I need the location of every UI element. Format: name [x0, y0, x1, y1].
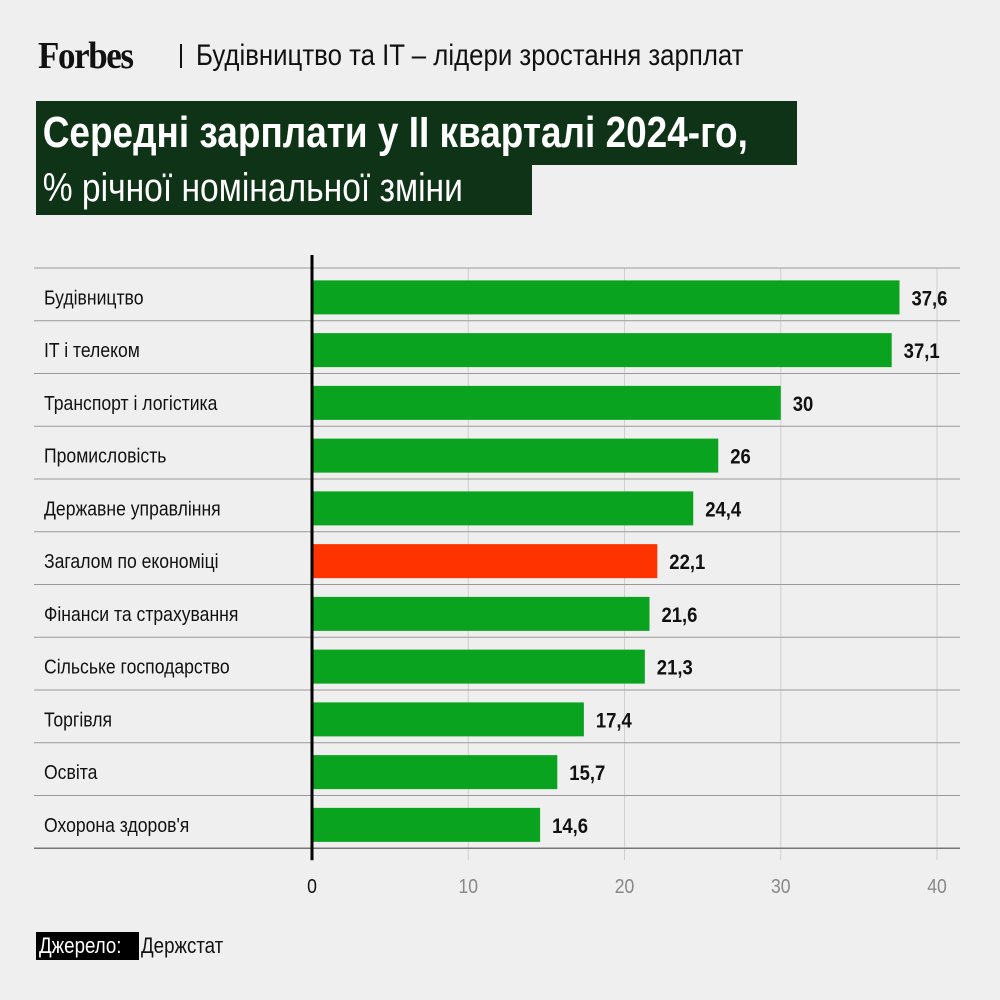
category-label: Будівництво [44, 286, 143, 308]
chart-title-line2: % річної номінальної зміни [36, 165, 532, 215]
x-tick-label: 0 [307, 875, 317, 897]
category-label: Фінанси та страхування [44, 603, 238, 625]
bar [312, 333, 892, 368]
bar [312, 491, 694, 526]
data-label: 30 [793, 393, 814, 416]
data-label: 22,1 [669, 551, 705, 574]
bar [312, 385, 781, 420]
x-tick-label: 10 [458, 875, 478, 897]
forbes-logo: Forbes [38, 35, 134, 77]
x-tick-label: 40 [927, 875, 947, 897]
bar [312, 280, 900, 315]
data-label: 37,6 [912, 287, 948, 310]
bar [312, 596, 650, 631]
chart-subtitle-text: % річної номінальної зміни [42, 166, 463, 210]
x-tick-label: 20 [615, 875, 635, 897]
category-label: Охорона здоров'я [44, 814, 189, 836]
data-label: 17,4 [596, 709, 632, 732]
category-label: Сільське господарство [44, 656, 230, 678]
bar [312, 755, 558, 790]
bar [312, 807, 541, 842]
data-label: 15,7 [569, 762, 605, 785]
header-subtitle: Будівництво та IT – лідери зростання зар… [196, 39, 744, 72]
data-label: 26 [730, 446, 751, 469]
data-label: 21,3 [657, 657, 693, 680]
category-label: Державне управління [44, 497, 221, 519]
x-tick-label: 30 [771, 875, 791, 897]
category-label: IT і телеком [44, 339, 140, 361]
data-label: 24,4 [705, 498, 741, 521]
data-label: 37,1 [904, 340, 940, 363]
category-label: Освіта [44, 761, 98, 783]
category-label: Промисловість [44, 445, 167, 467]
data-label: 21,6 [662, 604, 698, 627]
bar [312, 438, 719, 473]
category-label: Загалом по економіці [44, 550, 219, 572]
source: Джерело: Держстат [36, 932, 238, 960]
chart-title-text: Середні зарплати у II кварталі 2024-го, [42, 108, 748, 157]
source-label: Джерело: [36, 932, 140, 960]
category-label: Транспорт і логістика [44, 392, 218, 414]
category-label: Торгівля [44, 708, 112, 730]
divider [180, 44, 182, 68]
header: Forbes Будівництво та IT – лідери зроста… [38, 34, 833, 78]
data-label: 14,6 [552, 815, 588, 838]
source-value: Держстат [141, 933, 224, 958]
bar [312, 544, 658, 579]
bar [312, 702, 584, 737]
chart-title-line1: Середні зарплати у II кварталі 2024-го, [36, 101, 797, 165]
bar [312, 649, 645, 684]
